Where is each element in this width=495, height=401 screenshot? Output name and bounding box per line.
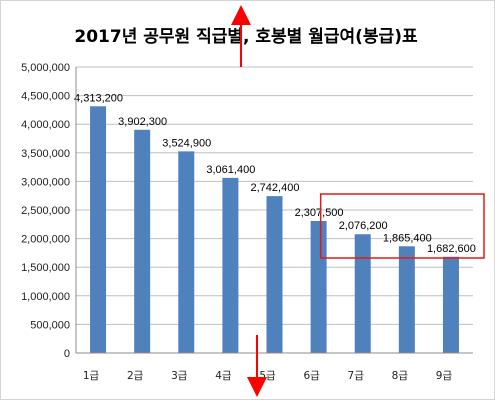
data-label: 1,682,600 (427, 243, 476, 255)
x-tick-label: 4급 (215, 370, 232, 382)
data-label: 3,902,300 (118, 116, 167, 128)
y-tick-label: 0 (64, 348, 70, 360)
x-tick-label: 6급 (303, 370, 320, 382)
x-tick-label: 5급 (259, 370, 276, 382)
y-tick-label: 4,000,000 (21, 119, 70, 131)
bars (90, 106, 459, 353)
data-label: 3,524,900 (162, 137, 211, 149)
bar (222, 177, 239, 353)
bar (398, 246, 415, 353)
x-axis-categories: 1급 2급 3급 4급 5급 6급 7급 8급 9급 (83, 370, 453, 382)
y-tick-label: 4,500,000 (21, 91, 70, 103)
y-tick-label: 1,500,000 (21, 262, 70, 274)
y-axis-ticks: 0 500,000 1,000,000 1,500,000 2,000,000 2,500… (21, 62, 70, 360)
x-tick-label: 1급 (83, 370, 100, 382)
data-labels: 4,313,200 3,902,300 3,524,900 3,061,400 2,74… (74, 92, 476, 254)
data-label: 1,865,400 (383, 232, 432, 244)
highlight-box (319, 193, 485, 259)
x-tick-label: 7급 (348, 370, 365, 382)
y-tick-label: 1,000,000 (21, 291, 70, 303)
y-tick-label: 3,500,000 (21, 148, 70, 160)
bar (310, 221, 327, 353)
bar (134, 129, 151, 353)
data-label: 2,076,200 (339, 220, 388, 232)
x-tick-label: 9급 (436, 370, 453, 382)
x-tick-label: 8급 (392, 370, 409, 382)
y-tick-label: 5,000,000 (21, 62, 70, 74)
data-label: 3,061,400 (206, 164, 255, 176)
data-label: 2,307,500 (295, 207, 344, 219)
data-label: 4,313,200 (74, 92, 123, 104)
bar (266, 196, 283, 353)
bar (178, 151, 195, 353)
y-tick-label: 3,000,000 (21, 176, 70, 188)
y-tick-label: 2,000,000 (21, 234, 70, 246)
y-tick-label: 2,500,000 (21, 205, 70, 217)
bar (354, 234, 371, 353)
data-label: 2,742,400 (251, 182, 300, 194)
x-tick-label: 2급 (127, 370, 144, 382)
x-tick-label: 3급 (171, 370, 188, 382)
annotations (231, 5, 485, 397)
chart-title: 2017년 공무원 직급별, 호봉별 월급여(봉급)표 (74, 27, 418, 47)
y-tick-label: 500,000 (30, 319, 70, 331)
bar (442, 256, 459, 353)
bar (90, 106, 107, 353)
